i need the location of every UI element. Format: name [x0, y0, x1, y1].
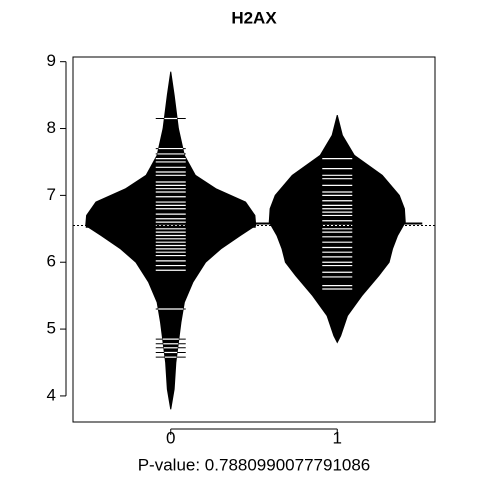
y-tick-label: 6 — [47, 252, 56, 271]
x-axis-label: P-value: 0.7880990077791086 — [138, 455, 371, 474]
y-tick-label: 9 — [47, 51, 56, 70]
chart-title: H2AX — [231, 8, 277, 27]
x-tick-label: 0 — [166, 428, 175, 447]
y-tick-label: 4 — [47, 385, 56, 404]
plot-frame — [72, 56, 436, 423]
y-tick-label: 7 — [47, 185, 56, 204]
x-tick-label: 1 — [333, 428, 342, 447]
y-tick-label: 5 — [47, 319, 56, 338]
y-tick-label: 8 — [47, 118, 56, 137]
bean — [85, 71, 257, 410]
